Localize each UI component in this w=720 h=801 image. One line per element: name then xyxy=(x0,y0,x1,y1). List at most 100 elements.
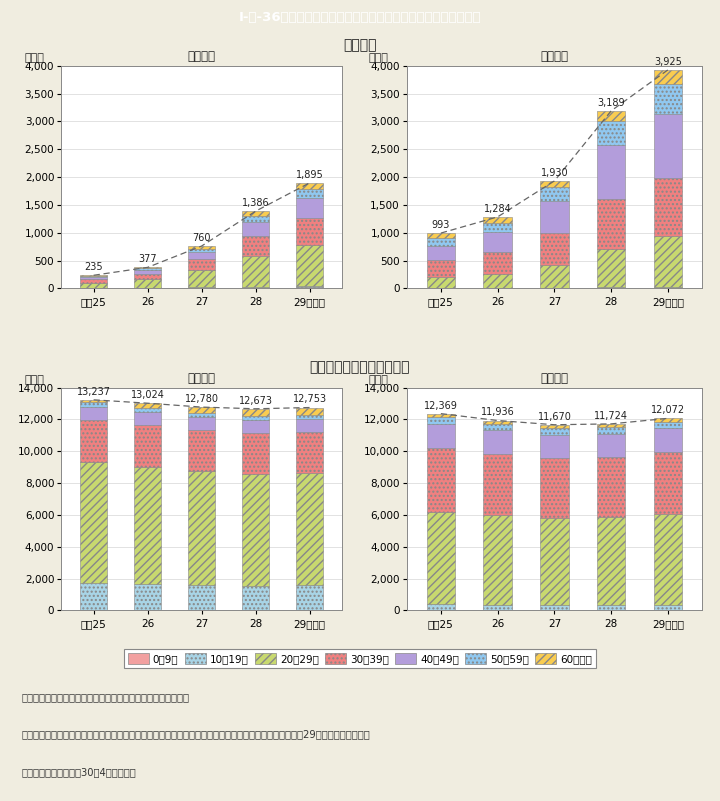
Bar xyxy=(296,419,323,432)
Bar xyxy=(654,418,682,421)
Bar xyxy=(540,265,569,288)
Bar xyxy=(597,433,626,457)
Title: （男性）: （男性） xyxy=(541,50,568,63)
Bar xyxy=(242,211,269,216)
Text: ＜梅毒＞: ＜梅毒＞ xyxy=(343,38,377,52)
Bar xyxy=(483,430,512,453)
Text: 値（平成30年4月現在）。: 値（平成30年4月現在）。 xyxy=(22,767,136,777)
Bar xyxy=(654,84,682,115)
Bar xyxy=(134,584,161,610)
Bar xyxy=(427,277,455,288)
Bar xyxy=(188,252,215,260)
Bar xyxy=(427,448,455,512)
Bar xyxy=(134,274,161,280)
Bar xyxy=(540,457,569,518)
Text: 1,895: 1,895 xyxy=(296,170,323,179)
Bar xyxy=(597,605,626,610)
Bar xyxy=(597,517,626,605)
Bar xyxy=(80,583,107,610)
Bar xyxy=(427,424,455,448)
Bar xyxy=(134,408,161,412)
Bar xyxy=(427,512,455,604)
Bar xyxy=(296,183,323,189)
Bar xyxy=(483,223,512,232)
Bar xyxy=(483,217,512,223)
Text: 12,780: 12,780 xyxy=(184,394,219,404)
Bar xyxy=(483,605,512,610)
Bar xyxy=(80,420,107,462)
Text: 993: 993 xyxy=(432,220,450,230)
Bar xyxy=(483,515,512,605)
Text: 11,724: 11,724 xyxy=(594,411,628,421)
Bar xyxy=(540,518,569,605)
Bar xyxy=(654,421,682,429)
Bar xyxy=(80,400,107,402)
Bar xyxy=(654,179,682,236)
Bar xyxy=(427,604,455,610)
Bar xyxy=(540,233,569,265)
Text: 12,369: 12,369 xyxy=(424,400,458,410)
Bar xyxy=(483,274,512,288)
Text: 3,925: 3,925 xyxy=(654,57,682,66)
Bar xyxy=(540,425,569,429)
Text: （件）: （件） xyxy=(369,376,388,385)
Bar xyxy=(80,407,107,420)
Bar xyxy=(188,260,215,270)
Bar xyxy=(540,435,569,457)
Text: 1,386: 1,386 xyxy=(242,198,269,208)
Bar xyxy=(296,473,323,586)
Bar xyxy=(483,453,512,515)
Bar xyxy=(296,408,323,415)
Bar xyxy=(242,433,269,473)
Bar xyxy=(597,287,626,288)
Text: 11,670: 11,670 xyxy=(537,412,572,421)
Bar xyxy=(134,467,161,584)
Bar xyxy=(654,236,682,287)
Bar xyxy=(540,429,569,435)
Text: 12,673: 12,673 xyxy=(238,396,273,405)
Bar xyxy=(296,198,323,218)
Title: （女性）: （女性） xyxy=(188,372,215,385)
Bar xyxy=(134,403,161,408)
Bar xyxy=(80,276,107,277)
Bar xyxy=(654,514,682,605)
Bar xyxy=(80,283,107,288)
Bar xyxy=(540,187,569,201)
Bar xyxy=(242,473,269,586)
Bar xyxy=(296,189,323,198)
Bar xyxy=(242,256,269,287)
Bar xyxy=(483,421,512,424)
Bar xyxy=(427,246,455,260)
Bar xyxy=(654,605,682,610)
Bar xyxy=(597,457,626,517)
Bar xyxy=(597,146,626,199)
Title: （男性）: （男性） xyxy=(541,372,568,385)
Bar xyxy=(134,268,161,270)
Bar xyxy=(540,605,569,610)
Text: 1,284: 1,284 xyxy=(484,203,511,214)
Bar xyxy=(242,236,269,256)
Text: （件）: （件） xyxy=(369,54,388,63)
Bar xyxy=(654,287,682,288)
Bar xyxy=(427,238,455,246)
Bar xyxy=(597,121,626,146)
Text: I-特-36図　梅毒と性器クラミジア感染症の年次推移（男女別）: I-特-36図 梅毒と性器クラミジア感染症の年次推移（男女別） xyxy=(239,11,481,24)
Text: ＜性器クラミジア感染症＞: ＜性器クラミジア感染症＞ xyxy=(310,360,410,375)
Text: 235: 235 xyxy=(84,262,103,272)
Bar xyxy=(188,417,215,430)
Text: 13,237: 13,237 xyxy=(76,387,111,396)
Bar xyxy=(296,218,323,245)
Text: 760: 760 xyxy=(192,233,211,243)
Bar xyxy=(654,452,682,514)
Bar xyxy=(242,216,269,222)
Bar xyxy=(540,201,569,233)
Bar xyxy=(597,111,626,121)
Bar xyxy=(242,222,269,236)
Text: （件）: （件） xyxy=(24,54,45,63)
Bar xyxy=(188,413,215,417)
Text: 12,753: 12,753 xyxy=(292,394,327,405)
Bar xyxy=(188,248,215,252)
Bar xyxy=(427,260,455,277)
Bar xyxy=(80,280,107,283)
Text: 13,024: 13,024 xyxy=(130,390,165,400)
